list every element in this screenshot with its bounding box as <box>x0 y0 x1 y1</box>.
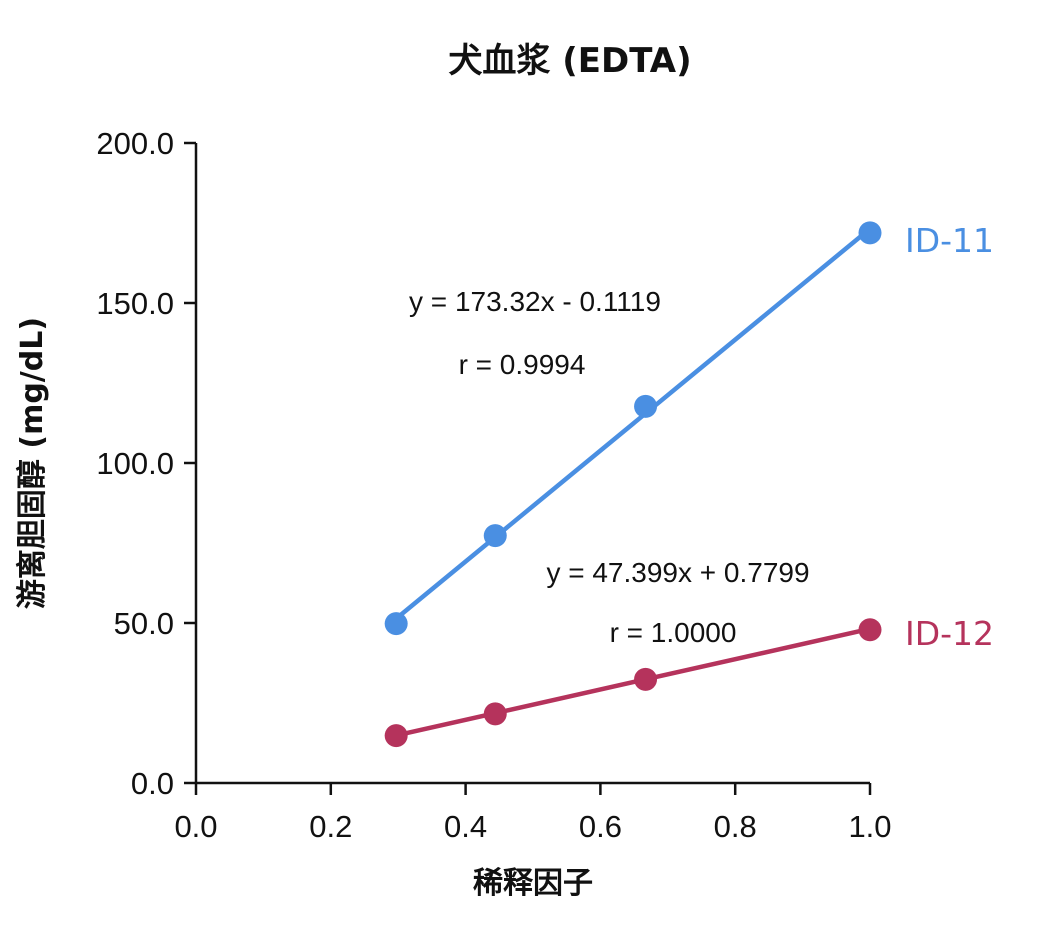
x-tick-label: 0.4 <box>444 809 487 844</box>
x-tick-label: 0.2 <box>309 809 352 844</box>
y-tick-label: 200.0 <box>96 126 174 161</box>
x-tick-label: 0.8 <box>714 809 757 844</box>
x-tick-label: 1.0 <box>848 809 891 844</box>
y-tick-label: 150.0 <box>96 286 174 321</box>
series-id11-point <box>634 394 658 418</box>
y-tick-label: 50.0 <box>114 606 174 641</box>
series-id11-label: ID-11 <box>905 221 994 260</box>
x-tick-label: 0.0 <box>174 809 217 844</box>
x-axis-title: 稀释因子 <box>473 866 593 901</box>
chart-title: 犬血浆 (EDTA) <box>448 41 691 81</box>
series-id11-point <box>384 612 408 636</box>
series-id12-label: ID-12 <box>905 614 994 653</box>
series-id11-equation: y = 173.32x - 0.1119 <box>409 286 661 317</box>
series-id12-point <box>634 667 658 691</box>
series-id12-point <box>483 702 507 726</box>
series-layer <box>384 221 882 748</box>
series-id11-r-value: r = 0.9994 <box>459 349 586 380</box>
y-tick-label: 0.0 <box>131 766 174 801</box>
series-id11-point <box>483 524 507 548</box>
y-axis-title: 游离胆固醇 (mg/dL) <box>15 317 50 609</box>
y-tick-label: 100.0 <box>96 446 174 481</box>
x-tick-label: 0.6 <box>579 809 622 844</box>
x-axis: 0.0 0.2 0.4 0.6 0.8 1.0 <box>174 781 892 844</box>
series-id12-point <box>384 724 408 748</box>
series-id11-trendline <box>393 226 873 621</box>
series-id12-equation: y = 47.399x + 0.7799 <box>546 557 809 588</box>
series-id12-r-value: r = 1.0000 <box>610 617 737 648</box>
series-id12-trendline <box>393 626 873 738</box>
y-axis: 0.0 50.0 100.0 150.0 200.0 <box>96 126 198 801</box>
series-id11-point <box>858 221 882 245</box>
series-id12-point <box>858 618 882 642</box>
